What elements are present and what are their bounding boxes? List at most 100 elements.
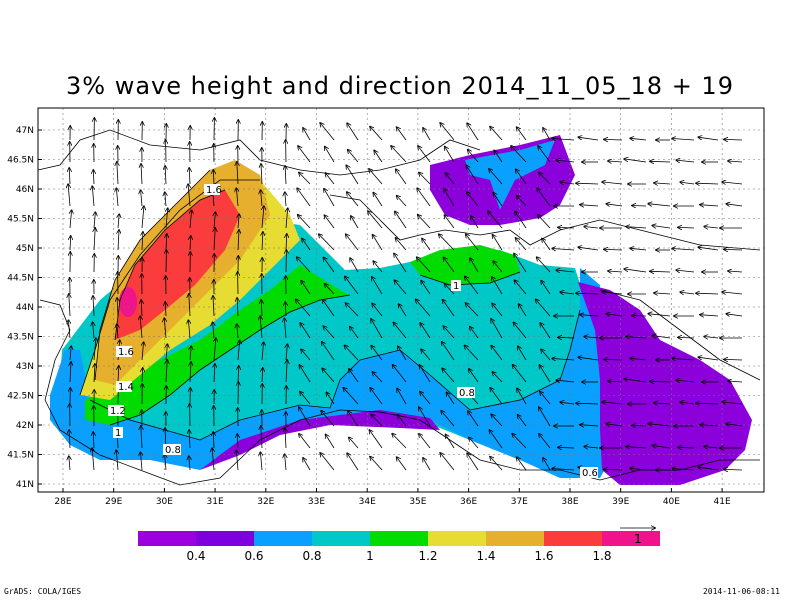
lat-tick-label: 47N <box>16 126 34 136</box>
wave-vector <box>188 320 190 339</box>
wave-vector <box>418 146 431 163</box>
colorbar-label: 0.6 <box>244 549 263 563</box>
wave-vector <box>214 212 215 229</box>
wave-vector <box>517 388 527 405</box>
wave-vector <box>69 294 70 317</box>
wave-vector <box>302 239 311 251</box>
wave-vector <box>421 349 431 361</box>
wave-vector <box>189 430 190 449</box>
wave-vector <box>584 447 599 449</box>
wave-vector <box>624 379 647 383</box>
wave-vector <box>492 277 503 295</box>
wave-vector <box>70 236 71 251</box>
wave-vector <box>728 271 743 272</box>
wave-vector <box>298 215 311 229</box>
wave-vector <box>442 342 455 361</box>
wave-vector <box>444 215 455 229</box>
lat-tick-label: 41N <box>16 480 34 490</box>
wave-vector <box>69 168 70 185</box>
wave-vector <box>445 284 455 295</box>
wave-vector <box>300 323 311 339</box>
wave-vector <box>166 344 167 361</box>
wave-vector <box>93 322 94 339</box>
wave-vector <box>324 189 335 207</box>
colorbar-swatch <box>370 531 428 546</box>
wave-vector <box>446 392 455 405</box>
lon-tick-label: 30E <box>156 497 173 507</box>
wave-vector <box>552 469 575 471</box>
wave-vector <box>698 247 719 251</box>
wave-vector <box>556 160 575 162</box>
wave-vector <box>93 170 94 185</box>
wave-vector <box>466 303 479 317</box>
wave-vector <box>236 450 238 471</box>
wave-vector <box>420 323 431 339</box>
wave-vector <box>678 337 695 338</box>
wave-vector <box>443 326 455 339</box>
wave-vector <box>490 127 503 141</box>
wave-vector <box>698 137 719 141</box>
wave-vector <box>238 366 239 383</box>
wave-vector <box>580 315 599 316</box>
wave-vector <box>395 211 407 229</box>
wave-vector <box>491 346 503 361</box>
wave-vector <box>372 277 383 295</box>
colorbar-label: 1.4 <box>476 549 495 563</box>
wave-vector <box>630 248 647 250</box>
wave-vector <box>698 467 719 471</box>
wave-vector <box>94 212 95 229</box>
wave-vector <box>300 392 311 405</box>
lat-tick-label: 43N <box>16 362 34 372</box>
wave-vector <box>467 453 479 471</box>
wave-vector <box>262 206 264 229</box>
wave-vector <box>397 196 407 207</box>
wave-vector <box>606 314 623 316</box>
wave-vector <box>421 281 431 295</box>
wave-vector <box>654 293 671 294</box>
wave-vector <box>541 281 551 295</box>
wave-vector <box>370 457 383 471</box>
wave-vector <box>303 128 311 141</box>
wave-vector <box>542 239 551 251</box>
wave-vector <box>724 469 743 470</box>
wave-vector <box>678 447 695 448</box>
wave-vector <box>604 249 623 250</box>
wave-vector <box>608 381 623 382</box>
wave-vector <box>626 227 647 228</box>
wave-vector <box>493 193 503 207</box>
wave-vector <box>728 381 743 382</box>
lon-tick-label: 40E <box>663 497 680 507</box>
lat-tick-label: 41.5N <box>7 451 34 461</box>
wave-vector <box>604 359 623 360</box>
wave-vector <box>372 303 383 317</box>
contour-label: 0.6 <box>582 468 598 479</box>
wave-vector <box>348 150 359 163</box>
wave-vector <box>626 337 647 338</box>
wave-vector <box>373 261 383 273</box>
wave-vector <box>188 184 190 207</box>
wave-vector <box>396 238 407 251</box>
wave-vector <box>140 452 142 471</box>
contour-label: 1.2 <box>110 406 126 417</box>
lat-tick-label: 43.5N <box>7 333 34 343</box>
wave-vector <box>558 337 575 338</box>
wave-vector <box>584 337 599 339</box>
wave-vector <box>552 139 575 141</box>
wave-vector <box>578 247 599 251</box>
wave-vector <box>373 193 383 207</box>
wave-vector <box>489 430 503 449</box>
wave-vector <box>325 284 335 295</box>
wave-vector <box>722 182 743 184</box>
wave-vector <box>417 188 431 207</box>
wave-vector <box>540 323 551 339</box>
wave-vector <box>516 169 527 185</box>
contour-label: 1 <box>115 428 121 439</box>
wave-vector <box>556 380 575 382</box>
wave-vector <box>445 173 455 185</box>
wave-vector <box>539 365 551 383</box>
wave-vector <box>539 407 551 427</box>
wave-vector <box>324 215 335 229</box>
wave-vector <box>394 254 407 273</box>
wave-vector <box>373 235 383 251</box>
